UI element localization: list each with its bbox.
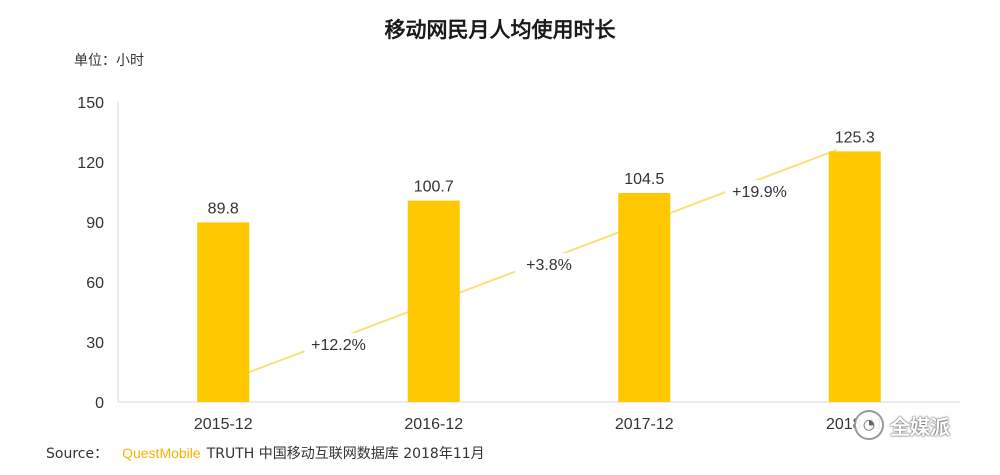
data-label: 125.3: [835, 129, 875, 146]
growth-label: +12.2%: [311, 337, 366, 354]
x-tick-label: 2015-12: [194, 416, 253, 433]
bar: [828, 151, 881, 402]
data-label: 89.8: [208, 200, 239, 217]
source-footer: Source： QuestMobile TRUTH 中国移动互联网数据库 2018年…: [46, 443, 485, 463]
source-label: Source：: [46, 446, 109, 462]
growth-label-bg: [725, 180, 794, 204]
y-tick-label: 150: [77, 95, 104, 112]
chart-title: 移动网民月人均使用时长: [384, 18, 616, 42]
y-tick-label: 0: [95, 395, 104, 412]
bar: [197, 222, 250, 402]
growth-label: +19.9%: [732, 184, 787, 201]
source-detail: TRUTH 中国移动互联网数据库 2018年11月: [206, 446, 485, 462]
wechat-icon: ◔: [854, 410, 884, 440]
data-label: 104.5: [624, 171, 664, 188]
y-tick-label: 60: [86, 275, 104, 292]
growth-label: +3.8%: [526, 257, 572, 274]
growth-label-bg: [304, 333, 373, 357]
unit-label: 单位：小时: [74, 53, 144, 69]
watermark: ◔ 全媒派: [854, 410, 950, 440]
y-tick-label: 90: [86, 215, 104, 232]
growth-label-bg: [515, 253, 583, 277]
y-tick-label: 30: [86, 335, 104, 352]
source-brand: QuestMobile: [122, 445, 201, 461]
data-label: 100.7: [414, 179, 454, 196]
watermark-text: 全媒派: [890, 414, 950, 439]
bar: [407, 200, 460, 402]
x-tick-label: 2017-12: [615, 416, 674, 433]
bar: [618, 193, 671, 402]
y-tick-label: 120: [77, 155, 104, 172]
x-tick-label: 2016-12: [404, 416, 463, 433]
